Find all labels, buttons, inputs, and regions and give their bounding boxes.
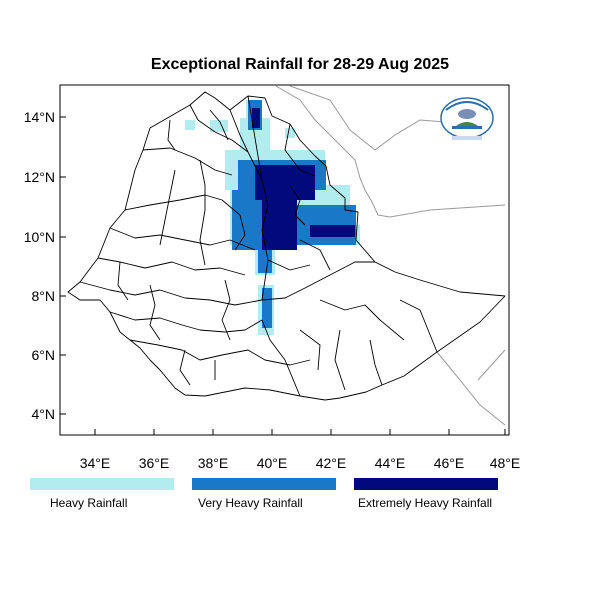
x-tick-label: 46°E <box>434 455 465 471</box>
x-tick-label: 48°E <box>490 455 521 471</box>
x-axis <box>94 429 506 435</box>
y-tick-labels: 14°N 12°N 10°N 8°N 6°N 4°N <box>24 109 55 422</box>
x-tick-label: 40°E <box>257 455 288 471</box>
y-tick-label: 8°N <box>32 288 56 304</box>
y-tick-label: 14°N <box>24 109 55 125</box>
legend-label-heavy: Heavy Rainfall <box>50 496 128 510</box>
x-tick-label: 42°E <box>316 455 347 471</box>
map-title: Exceptional Rainfall for 28-29 Aug 2025 <box>150 56 450 73</box>
legend-label-extremely-heavy: Extremely Heavy Rainfall <box>358 496 493 510</box>
x-tick-label: 34°E <box>80 455 111 471</box>
y-tick-label: 4°N <box>32 406 56 422</box>
legend: Heavy Rainfall Very Heavy Rainfall Extre… <box>0 478 600 518</box>
y-axis <box>60 116 66 415</box>
legend-swatch-very-heavy <box>192 478 336 490</box>
neighbor-borders <box>275 85 506 426</box>
x-tick-label: 38°E <box>198 455 229 471</box>
legend-swatch-extremely-heavy <box>354 478 498 490</box>
legend-swatch-heavy <box>30 478 174 490</box>
y-tick-label: 6°N <box>32 347 56 363</box>
ethiopia-admin-borders <box>67 91 506 401</box>
x-tick-label: 36°E <box>139 455 170 471</box>
legend-label-very-heavy: Very Heavy Rainfall <box>198 496 303 510</box>
y-tick-label: 12°N <box>24 169 55 185</box>
x-tick-label: 44°E <box>375 455 406 471</box>
meteorology-agency-logo <box>440 97 494 140</box>
x-tick-labels: 34°E 36°E 38°E 40°E 42°E 44°E 46°E 48°E <box>80 455 521 471</box>
y-tick-label: 10°N <box>24 229 55 245</box>
plot-frame <box>59 84 510 436</box>
